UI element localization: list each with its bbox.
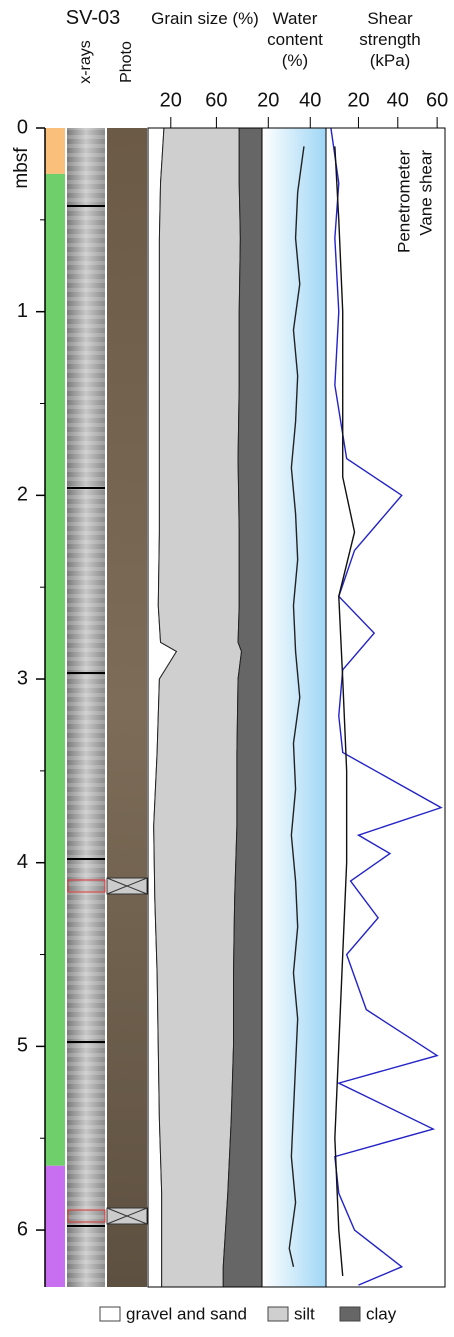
unit [45,1165,65,1287]
panel-title: Water content (%) [267,9,323,70]
y-tick-label: 2 [17,484,28,506]
y-tick-label: 3 [17,667,28,689]
line [330,127,443,1286]
y-tick-label: 6 [17,1218,28,1240]
y-tick-label: 5 [17,1035,28,1057]
line [288,146,305,1267]
sample-box [67,879,106,893]
panel-frame [325,127,446,1288]
column-title: Photo [118,41,135,83]
series-label: Penetrometer [394,150,413,253]
xray-banding [67,128,105,1287]
core-breaks [67,205,105,1227]
legend-swatch [99,1306,121,1322]
x-tick-label: 20 [347,89,369,111]
area [153,127,242,1288]
x-tick-label: 60 [205,89,227,111]
legend-label: gravel and sand [126,1304,247,1323]
x-tick-label: 60 [426,89,448,111]
unit [45,128,65,174]
series-label: Vane shear [416,150,435,236]
legend-label: silt [294,1304,315,1323]
legend-label: clay [366,1304,397,1323]
legend-swatch [267,1306,289,1322]
y-tick-label: 0 [17,116,28,138]
panel-title: Shear strength (kPa) [359,9,421,70]
x-tick-label: 20 [160,89,182,111]
photo-image [107,128,147,1287]
panel-title: Grain size (%) [151,9,259,28]
core-title: SV-03 [65,7,121,29]
legend-swatch [339,1306,361,1322]
y-tick-label: 1 [17,300,28,322]
x-tick-label: 40 [387,89,409,111]
line [334,146,356,1277]
x-tick-label: 40 [299,89,321,111]
unit [45,173,65,1166]
y-tick-label: 4 [17,851,28,873]
y-label: mbsf [11,147,32,189]
column-title: x-rays [77,40,94,84]
photo-gap [106,877,148,1225]
x-tick-label: 20 [257,89,279,111]
sample-box [67,1209,106,1223]
